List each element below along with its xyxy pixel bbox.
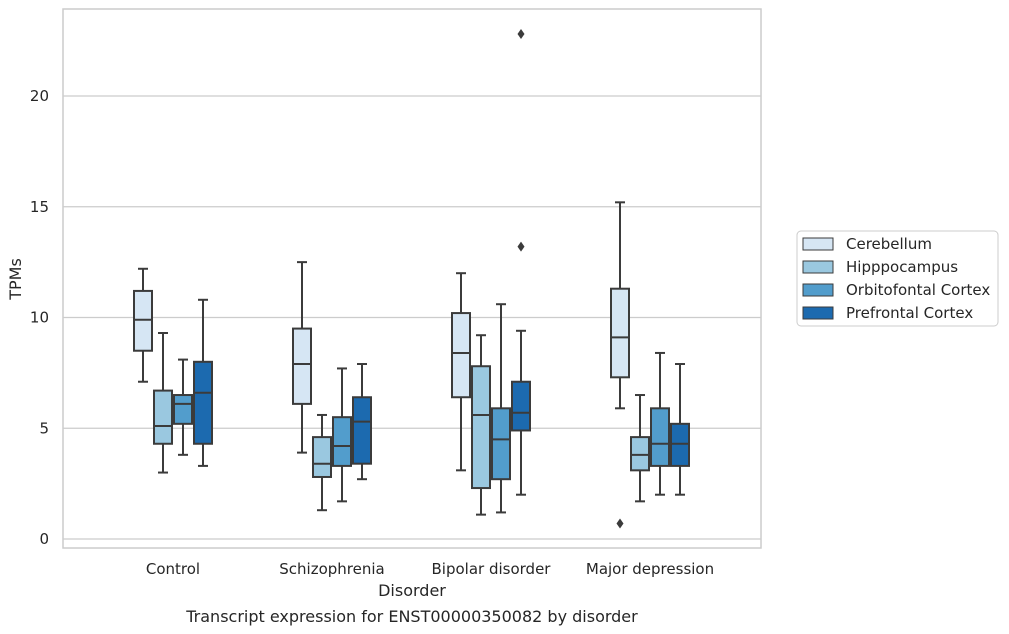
box-iqr: [352, 396, 372, 465]
box-hipppocampus-0: [153, 332, 173, 474]
box-prefrontal-cortex-2: [511, 28, 531, 496]
box-hipppocampus-2: [471, 334, 491, 516]
box-cerebellum-2: [451, 272, 471, 472]
box-iqr: [153, 389, 173, 445]
box-iqr: [332, 416, 352, 467]
box-cerebellum-3: [610, 201, 630, 529]
box-iqr: [193, 360, 213, 445]
legend: Cerebellum Hipppocampus Orbitofontal Corte…: [796, 230, 999, 327]
y-tick-label: 0: [39, 530, 49, 548]
y-axis-title: TPMs: [6, 258, 25, 301]
legend-label: Hipppocampus: [846, 258, 958, 276]
legend-label: Prefrontal Cortex: [846, 304, 973, 322]
box-iqr: [173, 394, 193, 425]
outlier-point: [517, 28, 525, 39]
box-iqr: [491, 407, 511, 481]
box-orbitofontal-cortex-0: [173, 358, 193, 456]
box-iqr: [610, 287, 630, 379]
box-orbitofontal-cortex-1: [332, 367, 352, 503]
box-cerebellum-1: [292, 261, 312, 454]
y-tick-label: 10: [30, 309, 49, 327]
box-iqr: [511, 380, 531, 432]
y-tick-label: 5: [39, 419, 49, 437]
box-iqr: [451, 312, 471, 399]
legend-frame: [796, 230, 999, 327]
legend-label: Orbitofontal Cortex: [846, 281, 990, 299]
plot-area-frame: [62, 8, 762, 549]
legend-swatch: [802, 283, 834, 297]
box-cerebellum-0: [133, 267, 153, 383]
outlier-point: [517, 241, 525, 252]
legend-swatch: [802, 237, 834, 251]
box-prefrontal-cortex-0: [193, 298, 213, 467]
legend-swatch: [802, 260, 834, 274]
box-iqr: [630, 436, 650, 472]
x-tick-label: Bipolar disorder: [432, 560, 552, 578]
legend-label: Cerebellum: [846, 235, 932, 253]
x-tick-label: Major depression: [586, 560, 714, 578]
legend-swatch: [802, 306, 834, 320]
x-tick-label: Control: [146, 560, 200, 578]
y-tick-label: 20: [30, 87, 49, 105]
x-tick-labels: Control Schizophrenia Bipolar disorder Majo…: [146, 560, 714, 578]
legend-items: Cerebellum Hipppocampus Orbitofontal Corte…: [802, 235, 990, 322]
x-tick-label: Schizophrenia: [279, 560, 384, 578]
box-iqr: [312, 436, 332, 478]
box-iqr: [292, 327, 312, 405]
box-prefrontal-cortex-1: [352, 363, 372, 481]
box-hipppocampus-1: [312, 413, 332, 512]
box-iqr: [133, 289, 153, 352]
box-prefrontal-cortex-3: [670, 363, 690, 496]
gridlines: [63, 95, 761, 540]
box-iqr: [650, 407, 670, 467]
y-tick-label: 15: [30, 198, 49, 216]
box-orbitofontal-cortex-2: [491, 303, 511, 514]
outlier-point: [616, 518, 624, 529]
box-hipppocampus-3: [630, 394, 650, 503]
y-tick-labels: 0 5 10 15 20: [30, 87, 49, 548]
box-iqr: [471, 365, 491, 490]
x-axis-title: Disorder: [378, 581, 446, 600]
chart-caption: Transcript expression for ENST0000035008…: [185, 607, 638, 626]
boxes: [133, 28, 690, 529]
box-orbitofontal-cortex-3: [650, 351, 670, 496]
box-iqr: [670, 422, 690, 467]
